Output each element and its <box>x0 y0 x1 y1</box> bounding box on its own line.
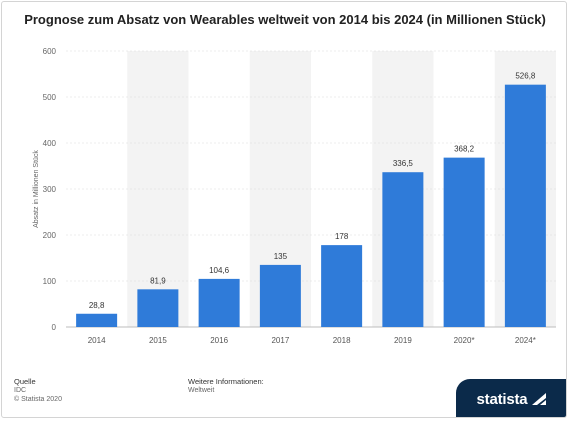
bar-value-label: 368,2 <box>454 145 475 154</box>
bar-value-label: 28,8 <box>89 301 105 310</box>
bar-chart: 0 100 200 300 400 500 600 28,8 2014 81,9 2015 104,6… <box>33 47 556 345</box>
x-tick-label: 2020* <box>454 336 475 345</box>
bar <box>382 172 424 327</box>
bar <box>259 264 301 327</box>
brand-name: statista <box>476 390 528 408</box>
bar-value-label: 178 <box>335 232 349 241</box>
y-tick-label: 500 <box>43 93 57 102</box>
source-label: Quelle <box>14 377 36 386</box>
y-tick-label: 0 <box>52 323 57 332</box>
x-tick-label: 2017 <box>271 336 289 345</box>
bar-value-label: 526,8 <box>515 72 536 81</box>
copyright-text: © Statista 2020 <box>14 396 62 403</box>
y-tick-label: 300 <box>43 185 57 194</box>
x-tick-label: 2015 <box>149 336 167 345</box>
bar <box>443 157 485 327</box>
bar <box>137 289 179 327</box>
x-tick-label: 2016 <box>210 336 228 345</box>
x-tick-label: 2024* <box>515 336 536 345</box>
x-tick-label: 2014 <box>88 336 106 345</box>
y-tick-label: 600 <box>43 47 57 56</box>
y-tick-label: 200 <box>43 231 57 240</box>
chart-title: Prognose zum Absatz von Wearables weltwe… <box>24 12 546 27</box>
x-tick-label: 2019 <box>394 336 412 345</box>
info-label: Weitere Informationen: <box>188 377 264 386</box>
statista-logo-icon <box>532 393 547 405</box>
source-value: IDC <box>14 387 27 394</box>
bar <box>76 313 118 327</box>
bar <box>321 245 363 327</box>
bar <box>504 84 546 327</box>
statista-logo[interactable]: statista <box>456 379 566 417</box>
y-axis-label: Absatz in Millionen Stück <box>33 150 40 228</box>
bar-value-label: 104,6 <box>209 266 230 275</box>
y-tick-label: 400 <box>43 139 57 148</box>
chart-footer: Quelle IDC © Statista 2020 Weitere Infor… <box>2 375 566 417</box>
bar-value-label: 336,5 <box>393 159 414 168</box>
y-tick-label: 100 <box>43 277 57 286</box>
info-value: Weltweit <box>188 387 215 394</box>
x-tick-label: 2018 <box>333 336 351 345</box>
bar <box>198 278 240 327</box>
bar-value-label: 81,9 <box>150 276 166 285</box>
bar-value-label: 135 <box>274 252 288 261</box>
